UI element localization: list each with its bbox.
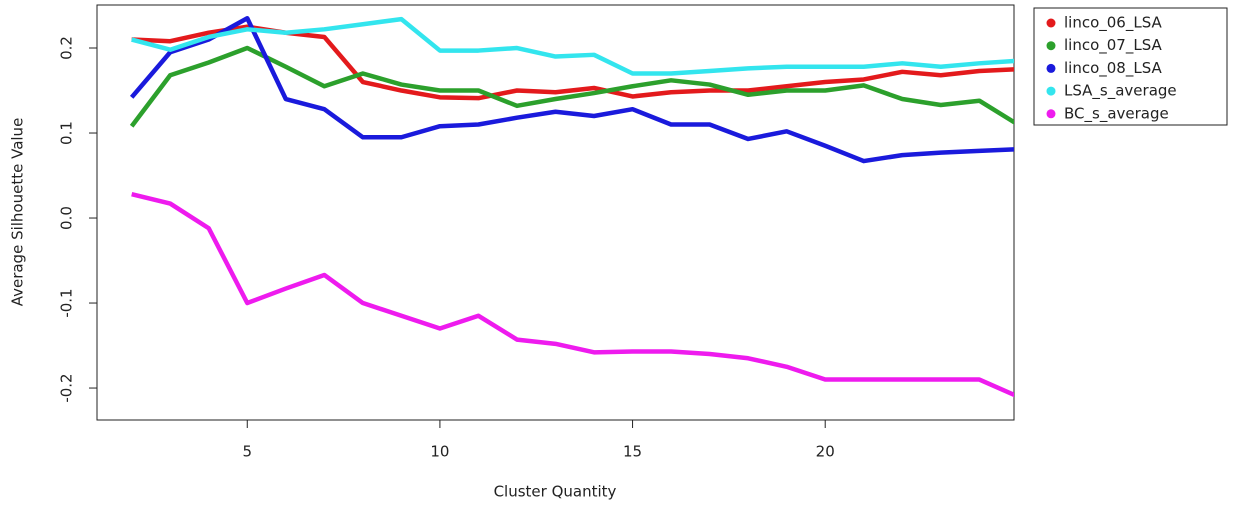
y-axis-label: Average Silhouette Value bbox=[9, 118, 27, 307]
y-tick-label: -0.1 bbox=[58, 288, 76, 317]
legend-label: BC_s_average bbox=[1064, 104, 1169, 123]
plot-frame bbox=[96, 4, 1015, 421]
x-axis-label: Cluster Quantity bbox=[494, 483, 617, 501]
legend-marker bbox=[1046, 86, 1056, 96]
legend-label: linco_07_LSA bbox=[1064, 36, 1163, 55]
legend-marker bbox=[1046, 63, 1056, 73]
y-tick-label: -0.2 bbox=[58, 373, 76, 402]
x-tick-label: 20 bbox=[816, 443, 835, 461]
series-line bbox=[129, 45, 1014, 128]
y-tick-label: 0.2 bbox=[58, 36, 76, 60]
x-tick-label: 10 bbox=[430, 443, 449, 461]
x-tick-label: 15 bbox=[623, 443, 642, 461]
series-line bbox=[131, 16, 1014, 76]
legend-marker bbox=[1046, 41, 1056, 51]
x-tick-label: 5 bbox=[242, 443, 252, 461]
legend-label: linco_08_LSA bbox=[1064, 59, 1163, 78]
legend-box bbox=[1033, 7, 1228, 126]
series-line bbox=[131, 24, 1014, 101]
plot-area bbox=[129, 16, 1014, 398]
legend-marker bbox=[1046, 109, 1056, 119]
y-tick-label: 0.1 bbox=[58, 121, 76, 145]
series-line bbox=[129, 16, 1014, 164]
legend-marker bbox=[1046, 18, 1056, 28]
series-line bbox=[131, 192, 1014, 398]
legend-label: linco_06_LSA bbox=[1064, 14, 1163, 33]
legend-label: LSA_s_average bbox=[1064, 82, 1177, 101]
y-tick-label: 0.0 bbox=[58, 206, 76, 230]
